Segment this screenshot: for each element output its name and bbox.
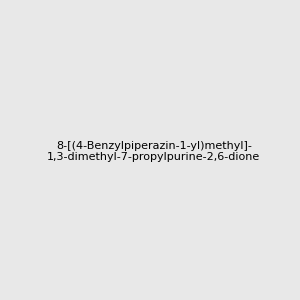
- Text: 8-[(4-Benzylpiperazin-1-yl)methyl]-
1,3-dimethyl-7-propylpurine-2,6-dione: 8-[(4-Benzylpiperazin-1-yl)methyl]- 1,3-…: [47, 141, 260, 162]
